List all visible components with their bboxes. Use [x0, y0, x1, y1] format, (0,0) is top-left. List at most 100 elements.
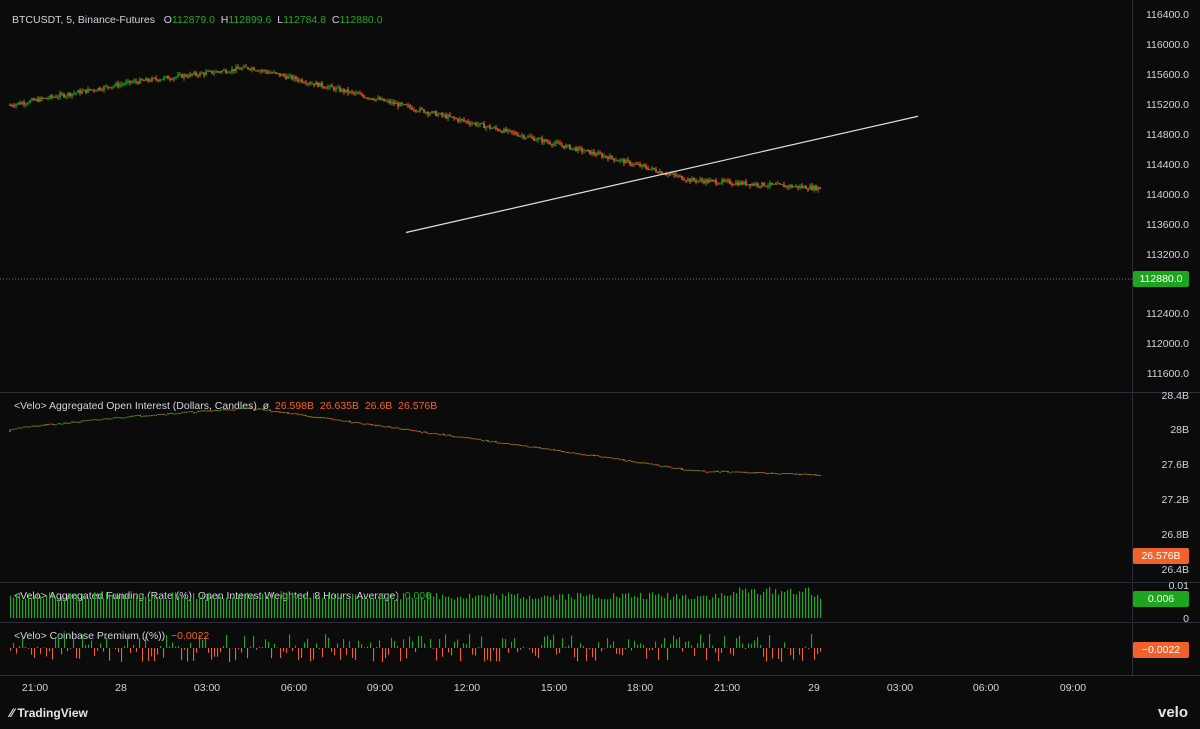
funding-bar [493, 593, 495, 618]
premium-bar [145, 636, 147, 648]
time-label: 06:00 [280, 682, 308, 694]
oi-candle [99, 419, 101, 421]
oi-badge: 26.576B [1133, 548, 1189, 564]
price-axis[interactable]: 116400.0 116000.0 115600.0 115200.0 1148… [1132, 0, 1200, 392]
candle-body [397, 103, 399, 107]
premium-bar [487, 648, 489, 660]
candle-body [453, 116, 455, 119]
oi-candle [427, 432, 429, 434]
oi-candle [523, 445, 525, 447]
funding-legend[interactable]: <Velo> Aggregated Funding (Rate (%), Ope… [14, 590, 431, 602]
premium-bar [22, 637, 24, 648]
chart-canvas[interactable] [0, 0, 1132, 676]
candle-body [785, 185, 787, 188]
oi-candle [627, 460, 629, 462]
oi-legend[interactable]: <Velo> Aggregated Open Interest (Dollars… [14, 400, 438, 412]
funding-bar [745, 588, 747, 618]
premium-bar [79, 648, 81, 659]
premium-bar [139, 637, 141, 648]
candle-body [79, 90, 81, 94]
funding-bar [157, 597, 159, 618]
candle-body [387, 100, 389, 102]
oi-candle [295, 413, 297, 415]
funding-bar [637, 597, 639, 618]
oi-candle [691, 469, 693, 471]
oi-candle [487, 439, 489, 442]
premium-bar [310, 648, 312, 662]
premium-bar [538, 648, 540, 659]
candle-body [409, 105, 411, 108]
oi-candle [157, 413, 159, 415]
funding-bar [142, 594, 144, 618]
premium-bar [658, 648, 660, 660]
premium-bar [613, 641, 615, 648]
oi-candle [561, 451, 563, 453]
candle-body [493, 127, 495, 129]
oi-candle [363, 423, 365, 425]
candle-body [469, 122, 471, 125]
premium-bar [556, 648, 558, 655]
funding-bar [88, 599, 90, 618]
oi-candle [407, 428, 409, 430]
candle-body [547, 141, 549, 143]
candle-body [35, 98, 37, 101]
oi-candle [649, 463, 651, 465]
oi-candle [637, 462, 639, 464]
oi-candle [129, 416, 131, 418]
time-label: 28 [115, 682, 127, 694]
pane-separator[interactable] [0, 582, 1200, 583]
price-tick: 116400.0 [1145, 9, 1189, 21]
symbol-legend[interactable]: BTCUSDT, 5, Binance-Futures O112879.0 H1… [12, 14, 383, 26]
oi-candle [195, 412, 197, 414]
last-price-badge: 112880.0 [1133, 271, 1189, 287]
oi-candle [9, 429, 11, 433]
funding-bar [469, 593, 471, 618]
tradingview-logo[interactable]: ⁄⁄ TradingView [10, 706, 88, 720]
candle-body [281, 74, 283, 76]
funding-bar [370, 597, 372, 618]
oi-candle [639, 462, 641, 464]
premium-bar [748, 643, 750, 648]
funding-bar [730, 595, 732, 618]
funding-bar [409, 596, 411, 618]
candle-body [331, 85, 333, 88]
funding-bar [352, 593, 354, 618]
oi-candle [205, 410, 207, 412]
candle-body [173, 77, 175, 80]
oi-candle [675, 467, 677, 469]
oi-candle [761, 472, 763, 474]
candle-body [533, 137, 535, 141]
candle-body [55, 96, 57, 98]
oi-candle [311, 416, 313, 418]
premium-bar [433, 648, 435, 649]
funding-bar [16, 593, 18, 618]
candle-body [383, 98, 385, 102]
funding-bar [718, 598, 720, 618]
oi-candle [653, 464, 655, 466]
oi-candle [95, 419, 97, 421]
funding-bar [379, 597, 381, 618]
candle-body [317, 82, 319, 87]
funding-bar [622, 593, 624, 618]
pane-separator[interactable] [0, 392, 1200, 393]
oi-candle [71, 421, 73, 423]
pane-separator[interactable] [0, 622, 1200, 623]
candle-body [291, 75, 293, 80]
oi-candle [811, 474, 813, 476]
premium-bar [202, 640, 204, 648]
candle-body [765, 186, 767, 188]
oi-candle [283, 411, 285, 413]
candle-body [163, 77, 165, 80]
candle-body [483, 123, 485, 129]
oi-candle [333, 419, 335, 421]
premium-axis[interactable] [1132, 623, 1200, 675]
funding-bar [499, 599, 501, 618]
oi-candle [23, 426, 25, 428]
funding-bar [712, 597, 714, 618]
funding-axis[interactable]: 0.01 0 [1132, 580, 1200, 625]
oi-candle [787, 473, 789, 475]
funding-bar [61, 596, 63, 618]
funding-bar [313, 593, 315, 618]
funding-bar [757, 594, 759, 618]
oi-axis[interactable]: 28.4B 28B 27.6B 27.2B 26.8B 26.4B [1132, 390, 1200, 581]
